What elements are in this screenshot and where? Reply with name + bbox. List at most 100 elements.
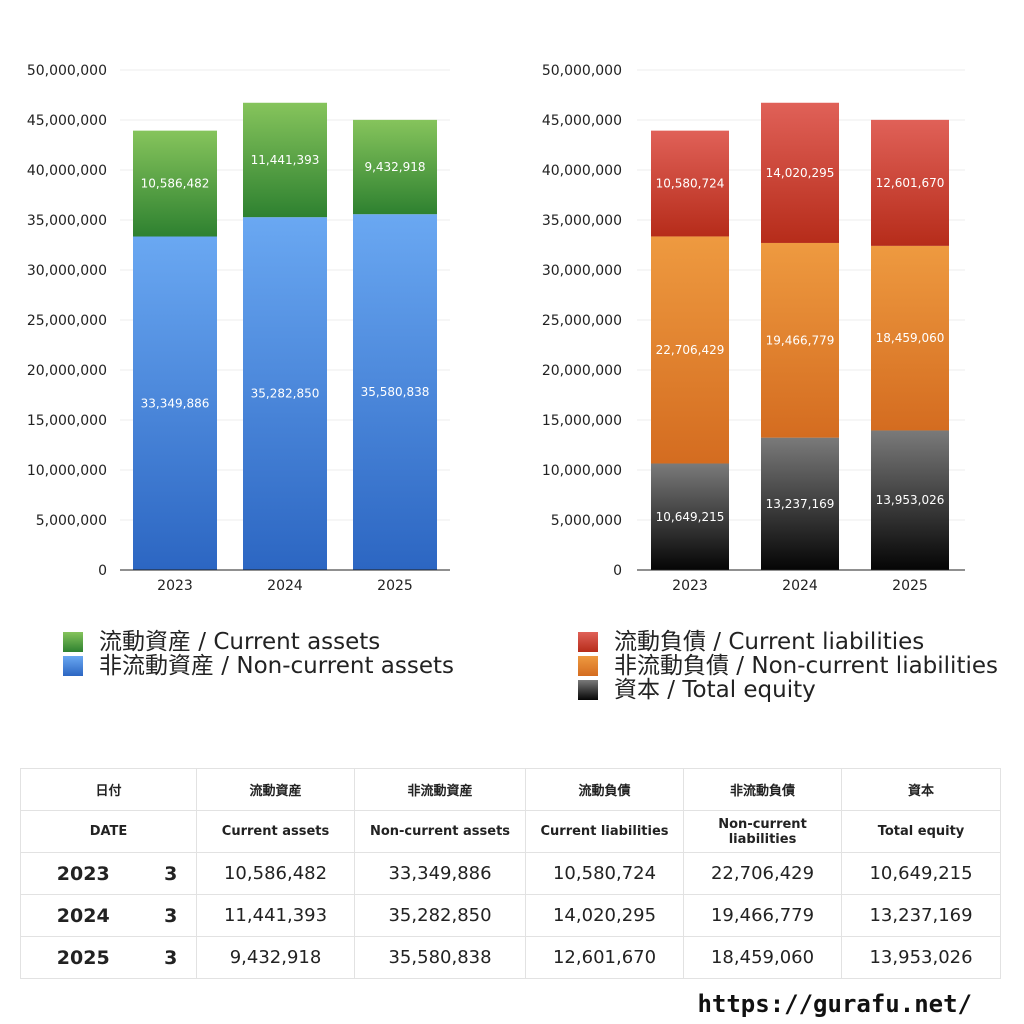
bar-value-label: 35,282,850 bbox=[251, 387, 320, 401]
legend-label-current-liabilities: 流動負債 / Current liabilities bbox=[614, 629, 925, 655]
cell-current-liabilities: 14,020,295 bbox=[525, 894, 685, 937]
table-row: 2025 3 9,432,918 35,580,838 12,601,670 1… bbox=[20, 936, 1002, 979]
x-tick-label: 2023 bbox=[672, 578, 708, 594]
cell-non-current-liabilities: 22,706,429 bbox=[683, 852, 843, 895]
row-year: 2024 bbox=[20, 894, 146, 937]
legend-item-non-current-liabilities: 非流動負債 / Non-current liabilities bbox=[578, 654, 998, 678]
y-tick-label: 35,000,000 bbox=[27, 213, 107, 229]
x-tick-label: 2025 bbox=[892, 578, 928, 594]
bar-segment bbox=[871, 430, 949, 570]
y-tick-label: 35,000,000 bbox=[542, 213, 622, 229]
row-month: 3 bbox=[145, 936, 198, 979]
y-tick-label: 40,000,000 bbox=[542, 163, 622, 179]
bar-segment bbox=[651, 463, 729, 570]
cell-current-assets: 9,432,918 bbox=[196, 936, 356, 979]
bar-segment bbox=[651, 130, 729, 237]
legend-swatch-current-liabilities bbox=[578, 632, 598, 652]
bar-segment bbox=[761, 102, 839, 243]
row-year: 2025 bbox=[20, 936, 146, 979]
legend-swatch-non-current-liabilities bbox=[578, 656, 598, 676]
bar-value-label: 33,349,886 bbox=[141, 396, 210, 410]
legend-item-current-liabilities: 流動負債 / Current liabilities bbox=[578, 630, 998, 654]
cell-non-current-assets: 35,580,838 bbox=[354, 936, 527, 979]
cell-current-liabilities: 10,580,724 bbox=[525, 852, 685, 895]
cell-current-assets: 10,586,482 bbox=[196, 852, 356, 895]
x-tick-label: 2023 bbox=[157, 578, 193, 594]
y-tick-label: 50,000,000 bbox=[27, 63, 107, 79]
bar-value-label: 14,020,295 bbox=[766, 166, 835, 180]
header-total-equity-jp: 資本 bbox=[841, 768, 1002, 811]
bar-value-label: 22,706,429 bbox=[656, 343, 725, 357]
legend-item-current-assets: 流動資産 / Current assets bbox=[63, 630, 454, 654]
bar-value-label: 10,586,482 bbox=[141, 177, 210, 191]
bar-segment bbox=[133, 130, 217, 237]
x-tick-label: 2025 bbox=[377, 578, 413, 594]
bar-segment bbox=[133, 236, 217, 570]
bar-segment bbox=[871, 119, 949, 246]
y-tick-label: 10,000,000 bbox=[27, 463, 107, 479]
header-non-current-liabilities-jp: 非流動負債 bbox=[683, 768, 843, 811]
charts-canvas: 0 5,000,000 10,000,000 15,000,000 20,000,000… bbox=[27, 63, 965, 594]
y-tick-label: 5,000,000 bbox=[36, 513, 107, 529]
header-non-current-liabilities-en: Non-current liabilities bbox=[683, 810, 843, 853]
cell-current-liabilities: 12,601,670 bbox=[525, 936, 685, 979]
x-tick-label: 2024 bbox=[267, 578, 303, 594]
y-tick-label: 30,000,000 bbox=[27, 263, 107, 279]
header-current-assets-en: Current assets bbox=[196, 810, 356, 853]
cell-non-current-assets: 33,349,886 bbox=[354, 852, 527, 895]
y-tick-label: 20,000,000 bbox=[27, 363, 107, 379]
header-current-liabilities-en: Current liabilities bbox=[525, 810, 685, 853]
liabilities-legend: 流動負債 / Current liabilities 非流動負債 / Non-c… bbox=[578, 630, 998, 702]
y-tick-label: 15,000,000 bbox=[27, 413, 107, 429]
y-tick-label: 10,000,000 bbox=[542, 463, 622, 479]
assets-legend: 流動資産 / Current assets 非流動資産 / Non-curren… bbox=[63, 630, 454, 678]
bar-value-label: 10,649,215 bbox=[656, 510, 725, 524]
bar-value-label: 10,580,724 bbox=[656, 177, 725, 191]
cell-total-equity: 13,237,169 bbox=[841, 894, 1002, 937]
legend-item-total-equity: 資本 / Total equity bbox=[578, 678, 998, 702]
source-watermark: https://gurafu.net/ bbox=[697, 990, 972, 1018]
y-tick-label: 0 bbox=[98, 563, 107, 579]
header-non-current-assets-jp: 非流動資産 bbox=[354, 768, 527, 811]
x-tick-label: 2024 bbox=[782, 578, 818, 594]
y-tick-label: 50,000,000 bbox=[542, 63, 622, 79]
legend-swatch-current-assets bbox=[63, 632, 83, 652]
legend-swatch-total-equity bbox=[578, 680, 598, 700]
table-header-row-jp: 日付 流動資産 非流動資産 流動負債 非流動負債 資本 bbox=[19, 768, 1002, 811]
legend-label-total-equity: 資本 / Total equity bbox=[614, 677, 816, 703]
legend-label-current-assets: 流動資産 / Current assets bbox=[99, 629, 381, 655]
cell-total-equity: 10,649,215 bbox=[841, 852, 1002, 895]
y-tick-label: 40,000,000 bbox=[27, 163, 107, 179]
row-year: 2023 bbox=[20, 852, 146, 895]
bar-segment bbox=[243, 102, 327, 218]
bar-segment bbox=[243, 217, 327, 570]
liabilities-equity-chart: 0 5,000,000 10,000,000 15,000,000 20,000,000… bbox=[542, 63, 965, 594]
cell-current-assets: 11,441,393 bbox=[196, 894, 356, 937]
table-header-row-en: DATE Current assets Non-current assets C… bbox=[19, 810, 1002, 853]
cell-non-current-liabilities: 18,459,060 bbox=[683, 936, 843, 979]
bar-value-label: 13,953,026 bbox=[876, 493, 945, 507]
y-tick-label: 15,000,000 bbox=[542, 413, 622, 429]
y-tick-label: 20,000,000 bbox=[542, 363, 622, 379]
y-tick-label: 25,000,000 bbox=[27, 313, 107, 329]
header-total-equity-en: Total equity bbox=[841, 810, 1002, 853]
y-tick-label: 45,000,000 bbox=[27, 113, 107, 129]
y-tick-label: 30,000,000 bbox=[542, 263, 622, 279]
header-current-liabilities-jp: 流動負債 bbox=[525, 768, 685, 811]
bar-value-label: 11,441,393 bbox=[251, 153, 320, 167]
legend-label-non-current-liabilities: 非流動負債 / Non-current liabilities bbox=[614, 653, 998, 679]
bar-value-label: 19,466,779 bbox=[766, 333, 835, 347]
bar-value-label: 9,432,918 bbox=[364, 160, 425, 174]
row-month: 3 bbox=[145, 894, 198, 937]
bar-segment bbox=[761, 437, 839, 570]
y-tick-label: 0 bbox=[613, 563, 622, 579]
header-date-jp: 日付 bbox=[19, 768, 198, 811]
header-non-current-assets-en: Non-current assets bbox=[354, 810, 527, 853]
bar-segment bbox=[871, 245, 949, 431]
legend-label-non-current-assets: 非流動資産 / Non-current assets bbox=[99, 653, 455, 679]
bar-value-label: 18,459,060 bbox=[876, 331, 945, 345]
y-tick-label: 45,000,000 bbox=[542, 113, 622, 129]
y-tick-label: 5,000,000 bbox=[551, 513, 622, 529]
assets-chart: 0 5,000,000 10,000,000 15,000,000 20,000,000… bbox=[27, 63, 450, 594]
bar-value-label: 35,580,838 bbox=[361, 385, 430, 399]
